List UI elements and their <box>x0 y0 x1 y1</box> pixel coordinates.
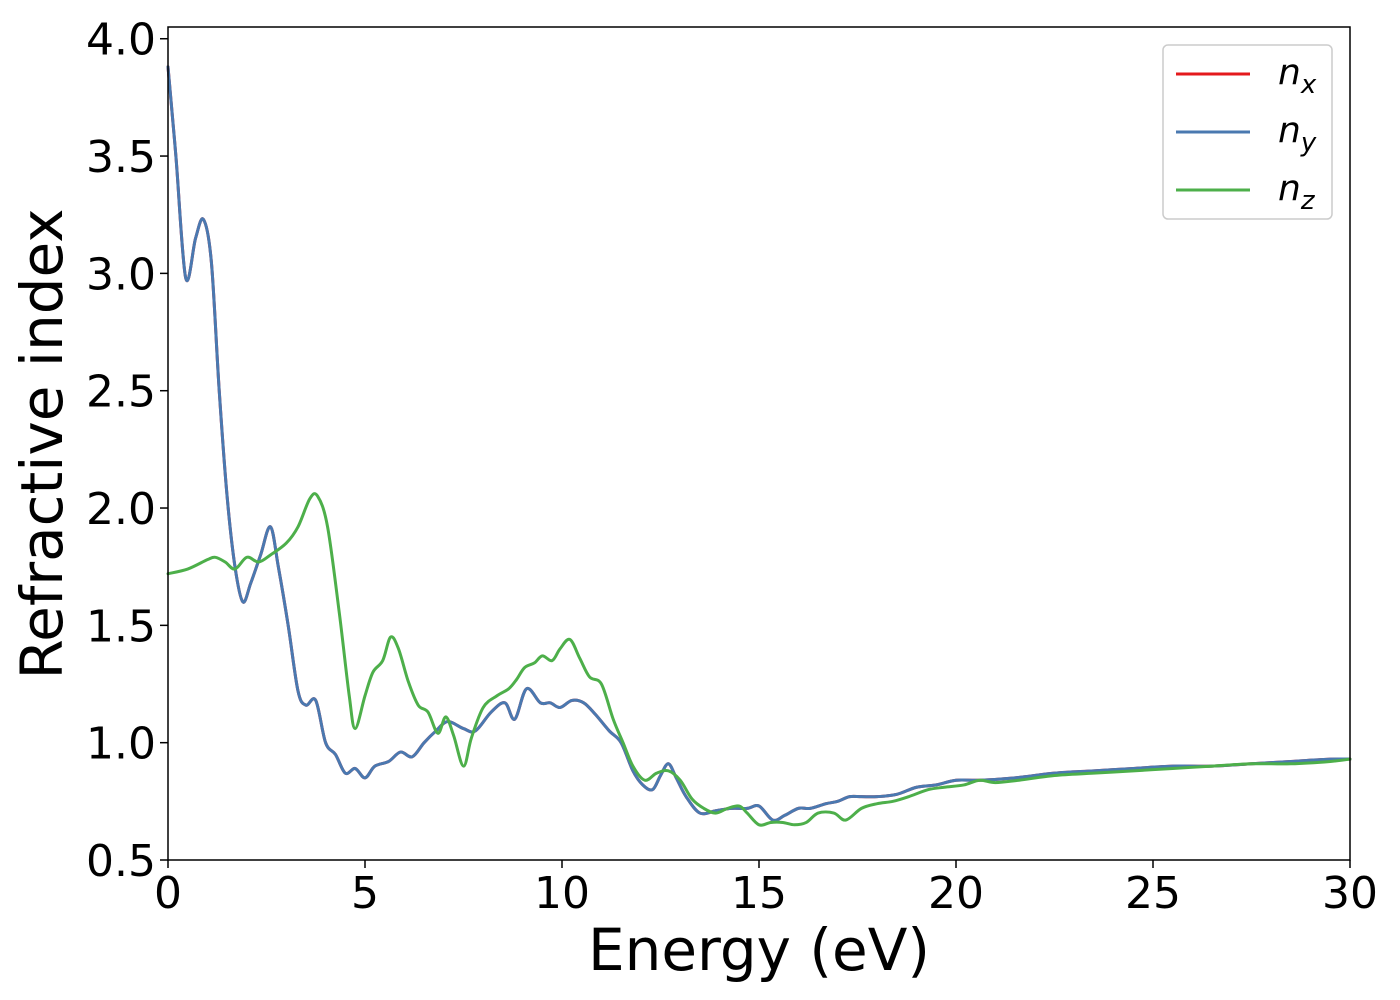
y-tick-label: 2.5 <box>86 367 156 418</box>
series-line-n-z <box>166 492 1352 827</box>
x-axis-ticks: 0 5 10 15 20 25 30 <box>154 860 1378 919</box>
y-tick-label: 1.5 <box>86 601 156 652</box>
y-tick-label: 4.0 <box>86 15 156 66</box>
x-tick-label: 5 <box>351 868 379 919</box>
y-tick-label: 3.5 <box>86 132 156 183</box>
y-tick-label: 1.0 <box>86 719 156 770</box>
legend-label-n-y: ny <box>1278 110 1317 158</box>
y-axis-title: Refractive index <box>8 208 76 679</box>
x-tick-label: 20 <box>928 868 984 919</box>
x-tick-label: 15 <box>731 868 787 919</box>
legend-label-n-z: nz <box>1278 168 1316 216</box>
legend-label-n-x: nx <box>1278 52 1317 100</box>
x-tick-label: 30 <box>1322 868 1378 919</box>
x-axis-title: Energy (eV) <box>588 916 930 984</box>
y-tick-label: 3.0 <box>86 249 156 300</box>
y-tick-label: 2.0 <box>86 484 156 535</box>
x-tick-label: 0 <box>154 868 182 919</box>
plot-lines <box>166 65 1352 827</box>
y-axis-ticks: 0.5 1.0 1.5 2.0 2.5 3.0 3.5 4.0 <box>86 15 168 887</box>
x-tick-label: 10 <box>534 868 590 919</box>
y-tick-label: 0.5 <box>86 836 156 887</box>
x-tick-label: 25 <box>1125 868 1181 919</box>
legend: nx ny nz <box>1162 44 1333 220</box>
series-line-n-y <box>166 65 1352 822</box>
